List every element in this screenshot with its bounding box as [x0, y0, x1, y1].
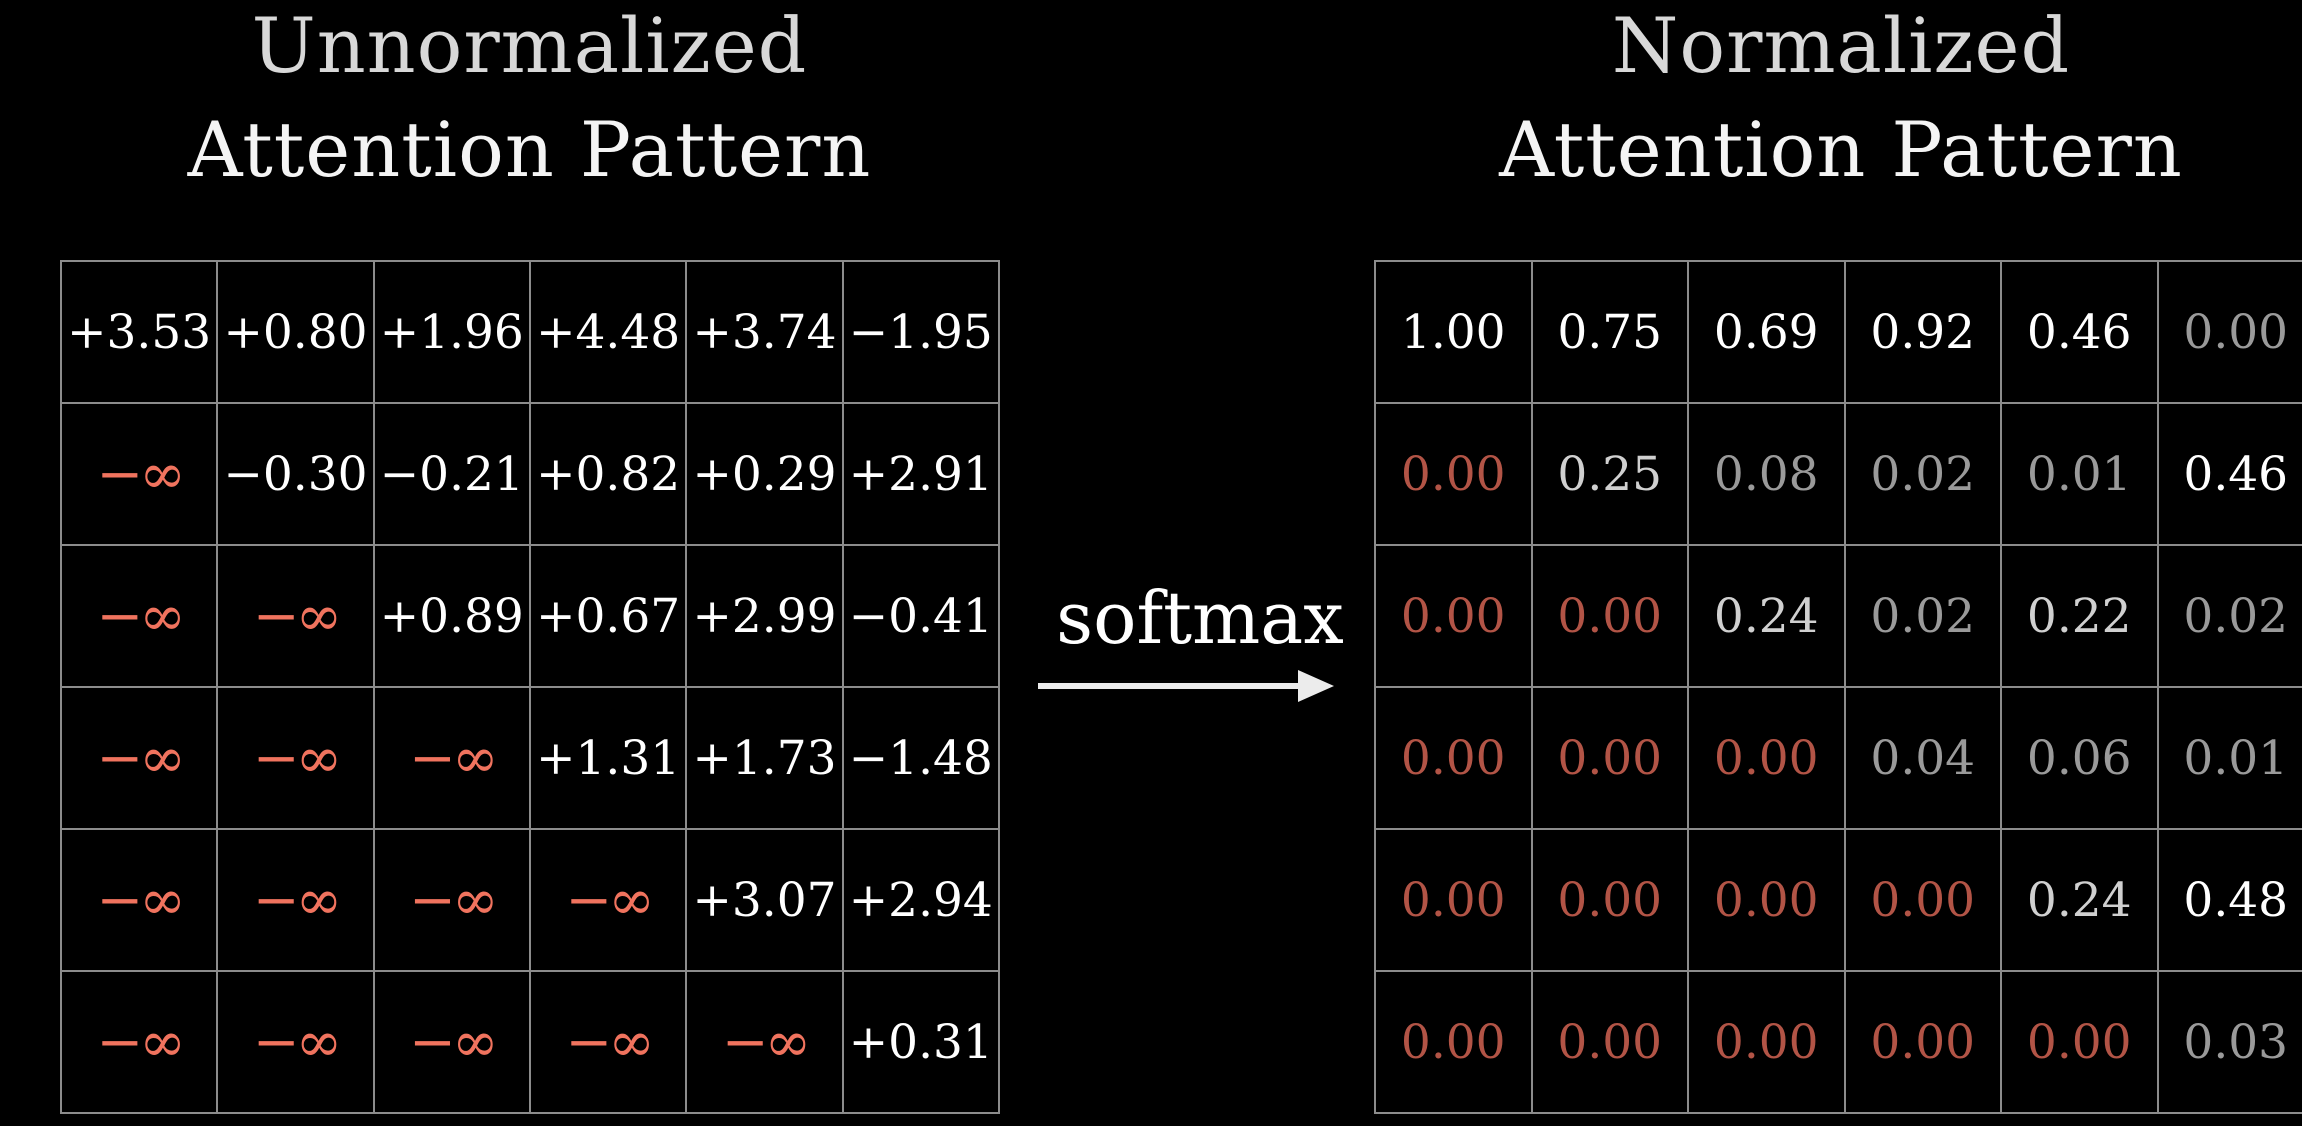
unnormalized-cell: +0.31: [843, 972, 1000, 1114]
unnormalized-cell: −∞: [374, 688, 531, 830]
normalized-cell: 0.02: [1845, 546, 2002, 688]
unnormalized-cell: −∞: [374, 830, 531, 972]
unnormalized-cell: −∞: [62, 404, 219, 546]
normalized-cell: 0.00: [1689, 830, 1846, 972]
normalized-cell: 0.03: [2158, 972, 2302, 1114]
unnormalized-cell: +0.89: [374, 546, 531, 688]
normalized-cell: 0.00: [1532, 688, 1689, 830]
unnormalized-cell: +0.67: [530, 546, 688, 688]
normalized-cell: 0.00: [1532, 830, 1689, 972]
normalized-cell: 1.00: [1376, 262, 1533, 404]
unnormalized-cell: +4.48: [530, 262, 688, 404]
unnormalized-cell: −∞: [62, 546, 219, 688]
normalized-cell: 0.00: [1532, 546, 1689, 688]
unnormalized-cell: −∞: [218, 972, 375, 1114]
normalized-title: Normalized Attention Pattern: [1376, 0, 2302, 202]
unnormalized-cell: −∞: [62, 830, 219, 972]
normalized-cell: 0.24: [1689, 546, 1846, 688]
unnormalized-cell: +2.94: [843, 830, 1000, 972]
unnormalized-title-line1: Unnormalized: [251, 1, 808, 90]
normalized-cell: 0.46: [2158, 404, 2302, 546]
normalized-cell: 0.24: [2002, 830, 2159, 972]
normalized-cell: 0.02: [1845, 404, 2002, 546]
normalized-cell: 0.00: [1376, 972, 1533, 1114]
normalized-cell: 0.02: [2158, 546, 2302, 688]
normalized-cell: 0.08: [1689, 404, 1846, 546]
normalized-cell: 0.04: [1845, 688, 2002, 830]
normalized-cell: 0.00: [1689, 972, 1846, 1114]
unnormalized-cell: −∞: [218, 688, 375, 830]
unnormalized-title-line2: Attention Pattern: [187, 105, 872, 194]
normalized-title-line2: Attention Pattern: [1499, 105, 2183, 194]
normalized-cell: 0.25: [1532, 404, 1689, 546]
unnormalized-cell: −∞: [530, 830, 688, 972]
normalized-cell: 0.75: [1532, 262, 1689, 404]
normalized-cell: 0.00: [1689, 688, 1846, 830]
unnormalized-cell: −∞: [530, 972, 688, 1114]
normalized-cell: 0.92: [1845, 262, 2002, 404]
normalized-cell: 0.00: [1532, 972, 1689, 1114]
normalized-cell: 0.48: [2158, 830, 2302, 972]
normalized-title-line1: Normalized: [1611, 1, 2071, 90]
normalized-cell: 0.00: [1376, 546, 1533, 688]
unnormalized-cell: +0.80: [218, 262, 375, 404]
normalized-cell: 0.01: [2002, 404, 2159, 546]
unnormalized-cell: +2.99: [687, 546, 844, 688]
unnormalized-cell: −∞: [62, 972, 219, 1114]
unnormalized-cell: +3.74: [687, 262, 844, 404]
unnormalized-cell: −∞: [218, 546, 375, 688]
normalized-cell: 0.00: [1845, 830, 2002, 972]
unnormalized-cell: −∞: [687, 972, 844, 1114]
unnormalized-cell: −0.41: [843, 546, 1000, 688]
unnormalized-matrix: +3.53 +0.80 +1.96 +4.48 +3.74 −1.95 −∞ −0.30 −0.…: [60, 260, 1000, 1114]
unnormalized-cell: −0.30: [218, 404, 375, 546]
unnormalized-cell: −∞: [62, 688, 219, 830]
unnormalized-cell: +0.82: [530, 404, 688, 546]
normalized-cell: 0.00: [1376, 688, 1533, 830]
unnormalized-cell: +1.31: [530, 688, 688, 830]
unnormalized-cell: +1.96: [374, 262, 531, 404]
unnormalized-cell: +2.91: [843, 404, 1000, 546]
unnormalized-cell: −∞: [374, 972, 531, 1114]
normalized-cell: 0.00: [2158, 262, 2302, 404]
right-arrow-icon: [1038, 670, 1334, 702]
unnormalized-cell: +1.73: [687, 688, 844, 830]
normalized-cell: 0.00: [1845, 972, 2002, 1114]
softmax-label: softmax: [1056, 576, 1344, 660]
unnormalized-cell: −1.95: [843, 262, 1000, 404]
unnormalized-cell: −0.21: [374, 404, 531, 546]
normalized-cell: 0.69: [1689, 262, 1846, 404]
unnormalized-title: Unnormalized Attention Pattern: [61, 0, 998, 202]
unnormalized-cell: −∞: [218, 830, 375, 972]
unnormalized-cell: +3.53: [62, 262, 219, 404]
normalized-cell: 0.22: [2002, 546, 2159, 688]
normalized-matrix: 1.00 0.75 0.69 0.92 0.46 0.00 0.00 0.25 0.08 0.02…: [1374, 260, 2302, 1114]
normalized-cell: 0.06: [2002, 688, 2159, 830]
normalized-cell: 0.46: [2002, 262, 2159, 404]
unnormalized-cell: −1.48: [843, 688, 1000, 830]
normalized-cell: 0.00: [1376, 404, 1533, 546]
normalized-cell: 0.01: [2158, 688, 2302, 830]
unnormalized-cell: +0.29: [687, 404, 844, 546]
unnormalized-cell: +3.07: [687, 830, 844, 972]
normalized-cell: 0.00: [1376, 830, 1533, 972]
normalized-cell: 0.00: [2002, 972, 2159, 1114]
